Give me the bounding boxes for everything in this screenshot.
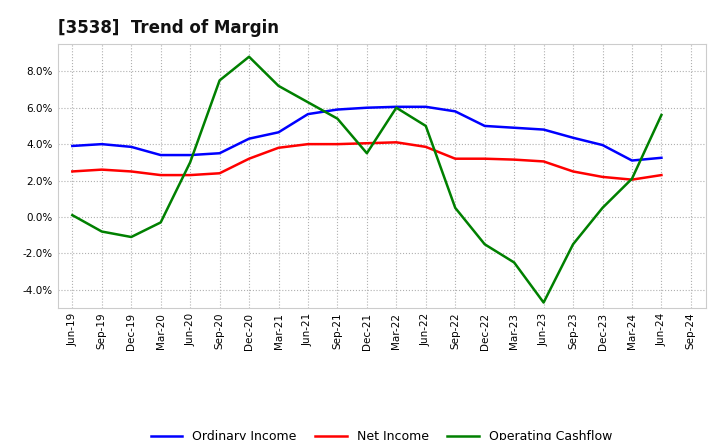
Text: [3538]  Trend of Margin: [3538] Trend of Margin bbox=[58, 19, 279, 37]
Operating Cashflow bbox=[657, 112, 666, 117]
Operating Cashflow bbox=[539, 300, 548, 305]
Operating Cashflow bbox=[245, 54, 253, 59]
Ordinary Income bbox=[68, 143, 76, 149]
Ordinary Income bbox=[510, 125, 518, 130]
Net Income bbox=[539, 159, 548, 164]
Operating Cashflow bbox=[421, 123, 430, 128]
Net Income bbox=[127, 169, 135, 174]
Operating Cashflow bbox=[215, 78, 224, 83]
Net Income bbox=[97, 167, 106, 172]
Operating Cashflow bbox=[569, 242, 577, 247]
Operating Cashflow bbox=[68, 213, 76, 218]
Ordinary Income bbox=[186, 152, 194, 158]
Operating Cashflow bbox=[333, 116, 342, 121]
Net Income bbox=[363, 141, 372, 146]
Operating Cashflow bbox=[363, 150, 372, 156]
Legend: Ordinary Income, Net Income, Operating Cashflow: Ordinary Income, Net Income, Operating C… bbox=[146, 425, 617, 440]
Net Income bbox=[480, 156, 489, 161]
Ordinary Income bbox=[539, 127, 548, 132]
Net Income bbox=[510, 157, 518, 162]
Ordinary Income bbox=[569, 135, 577, 140]
Ordinary Income bbox=[451, 109, 459, 114]
Operating Cashflow bbox=[304, 99, 312, 105]
Operating Cashflow bbox=[628, 176, 636, 181]
Net Income bbox=[156, 172, 165, 178]
Net Income bbox=[421, 144, 430, 150]
Operating Cashflow bbox=[97, 229, 106, 234]
Ordinary Income bbox=[421, 104, 430, 110]
Line: Operating Cashflow: Operating Cashflow bbox=[72, 57, 662, 303]
Net Income bbox=[215, 171, 224, 176]
Net Income bbox=[628, 177, 636, 182]
Line: Ordinary Income: Ordinary Income bbox=[72, 107, 662, 161]
Ordinary Income bbox=[480, 123, 489, 128]
Net Income bbox=[333, 142, 342, 147]
Ordinary Income bbox=[657, 155, 666, 161]
Net Income bbox=[245, 156, 253, 161]
Operating Cashflow bbox=[274, 83, 283, 88]
Ordinary Income bbox=[304, 111, 312, 117]
Net Income bbox=[451, 156, 459, 161]
Operating Cashflow bbox=[480, 242, 489, 247]
Ordinary Income bbox=[97, 142, 106, 147]
Net Income bbox=[304, 142, 312, 147]
Net Income bbox=[392, 139, 400, 145]
Ordinary Income bbox=[274, 130, 283, 135]
Operating Cashflow bbox=[186, 160, 194, 165]
Ordinary Income bbox=[598, 143, 607, 148]
Operating Cashflow bbox=[156, 220, 165, 225]
Operating Cashflow bbox=[510, 260, 518, 265]
Net Income bbox=[186, 172, 194, 178]
Net Income bbox=[598, 174, 607, 180]
Net Income bbox=[569, 169, 577, 174]
Ordinary Income bbox=[392, 104, 400, 110]
Ordinary Income bbox=[628, 158, 636, 163]
Net Income bbox=[657, 172, 666, 178]
Ordinary Income bbox=[333, 107, 342, 112]
Ordinary Income bbox=[245, 136, 253, 141]
Ordinary Income bbox=[363, 105, 372, 110]
Ordinary Income bbox=[156, 152, 165, 158]
Ordinary Income bbox=[215, 150, 224, 156]
Operating Cashflow bbox=[598, 205, 607, 210]
Net Income bbox=[274, 145, 283, 150]
Operating Cashflow bbox=[451, 205, 459, 210]
Line: Net Income: Net Income bbox=[72, 142, 662, 180]
Operating Cashflow bbox=[127, 235, 135, 240]
Ordinary Income bbox=[127, 144, 135, 150]
Operating Cashflow bbox=[392, 105, 400, 110]
Net Income bbox=[68, 169, 76, 174]
